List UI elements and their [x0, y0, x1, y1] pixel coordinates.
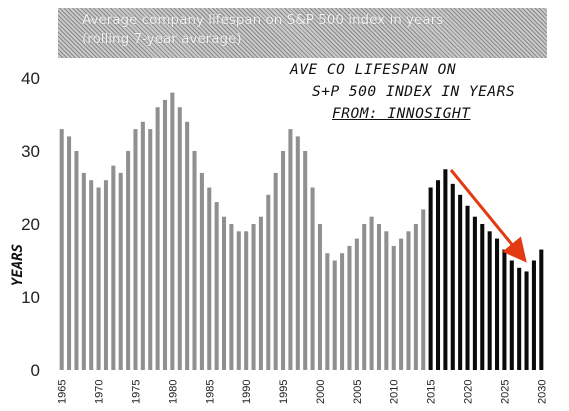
x-tick-label: 1985: [204, 380, 216, 404]
bar-1983: [192, 151, 197, 370]
trend-arrow: [449, 169, 527, 263]
handwritten-note-line-1: AVE CO LIFESPAN ON: [290, 62, 457, 78]
bar-1974: [126, 151, 131, 370]
chart-title: Average company lifespan on S&P 500 inde…: [82, 12, 444, 28]
handwritten-note-line-3: FROM: INNOSIGHT: [332, 106, 471, 122]
bar-1982: [185, 121, 190, 370]
bar-2024: [495, 238, 500, 370]
bar-1990: [244, 231, 249, 370]
bar-1995: [281, 151, 286, 370]
bar-1972: [111, 165, 116, 370]
bar-1967: [74, 151, 79, 370]
bar-1997: [295, 136, 300, 370]
x-tick-label: 2020: [463, 380, 475, 404]
bar-2015: [428, 187, 433, 370]
y-tick-label: 10: [21, 288, 40, 307]
bar-2007: [369, 216, 374, 370]
bar-1984: [199, 172, 204, 370]
x-tick-label: 2000: [315, 380, 327, 404]
bar-2019: [458, 194, 463, 370]
bar-2027: [517, 267, 522, 370]
bar-2002: [332, 260, 337, 370]
bar-1991: [251, 224, 256, 370]
bar-1973: [118, 172, 123, 370]
bar-2009: [384, 231, 389, 370]
bar-2029: [531, 260, 536, 370]
bars-group: [59, 92, 544, 371]
x-tick-label: 1970: [94, 380, 106, 404]
y-axis-label: YEARS: [10, 244, 26, 286]
x-tick-label: 2015: [426, 380, 438, 404]
bar-2016: [435, 180, 441, 370]
bar-2021: [472, 216, 477, 370]
handwritten-note-line-2: S+P 500 INDEX IN YEARS: [312, 84, 516, 100]
bar-1993: [266, 194, 271, 370]
x-tick-label: 2030: [536, 380, 548, 404]
bar-2001: [325, 253, 330, 370]
x-tick-label: 1965: [57, 380, 69, 404]
bar-1988: [229, 224, 234, 370]
bar-1971: [103, 180, 108, 370]
x-tick-label: 1990: [241, 380, 253, 404]
y-tick-label: 20: [21, 215, 40, 234]
bar-1969: [89, 180, 94, 370]
bar-1966: [67, 136, 72, 370]
x-tick-label: 2010: [389, 380, 401, 404]
x-axis-tick-labels: 1965 1970 1975 1980 1985 1990 1995 2000 2005 2010…: [57, 380, 549, 404]
bar-1970: [96, 187, 101, 370]
bar-2018: [450, 183, 455, 370]
bar-2003: [340, 253, 345, 370]
y-axis-tick-labels: 0 10 20 30 40: [21, 69, 40, 380]
bar-1994: [273, 172, 278, 370]
bar-2023: [487, 231, 492, 370]
bar-1976: [140, 121, 145, 370]
y-tick-label: 0: [31, 361, 40, 380]
bar-1996: [288, 129, 293, 370]
bar-1978: [155, 107, 160, 370]
x-tick-label: 2025: [499, 380, 511, 404]
bar-1992: [258, 216, 263, 370]
y-tick-label: 30: [21, 142, 40, 161]
x-tick-label: 2005: [352, 380, 364, 404]
bar-1975: [133, 129, 138, 370]
bar-1979: [162, 99, 168, 371]
bar-2014: [421, 209, 426, 370]
bar-2022: [480, 224, 485, 370]
bar-1986: [214, 202, 219, 370]
bar-2000: [317, 224, 322, 370]
bar-1987: [221, 216, 227, 370]
bar-2005: [354, 238, 359, 370]
bar-2006: [362, 224, 367, 370]
bar-2008: [376, 224, 382, 370]
y-tick-label: 40: [21, 69, 40, 88]
x-tick-label: 1980: [167, 380, 179, 404]
bar-1989: [236, 231, 241, 370]
bar-1981: [177, 107, 182, 370]
bar-1985: [207, 187, 212, 370]
bar-2017: [443, 169, 448, 370]
bar-1999: [310, 187, 315, 370]
bar-2025: [502, 249, 507, 370]
bar-1965: [59, 129, 64, 370]
bar-2012: [406, 231, 411, 370]
title-band: [58, 8, 547, 58]
x-tick-label: 1995: [278, 380, 290, 404]
bar-2013: [413, 224, 418, 370]
chart-title-block: Average company lifespan on S&P 500 inde…: [82, 11, 443, 49]
bar-2020: [465, 205, 470, 370]
bar-1968: [81, 172, 86, 370]
bar-1998: [303, 151, 308, 370]
chart-subtitle: (rolling 7-year average): [82, 31, 242, 47]
bar-2004: [347, 245, 352, 370]
bar-1980: [170, 92, 175, 370]
bar-2030: [539, 249, 544, 370]
bar-2026: [509, 260, 514, 370]
bar-2010: [391, 245, 396, 370]
bar-1977: [148, 129, 153, 370]
bar-2011: [399, 238, 404, 370]
bar-2028: [524, 271, 529, 370]
x-tick-label: 1975: [131, 380, 143, 404]
